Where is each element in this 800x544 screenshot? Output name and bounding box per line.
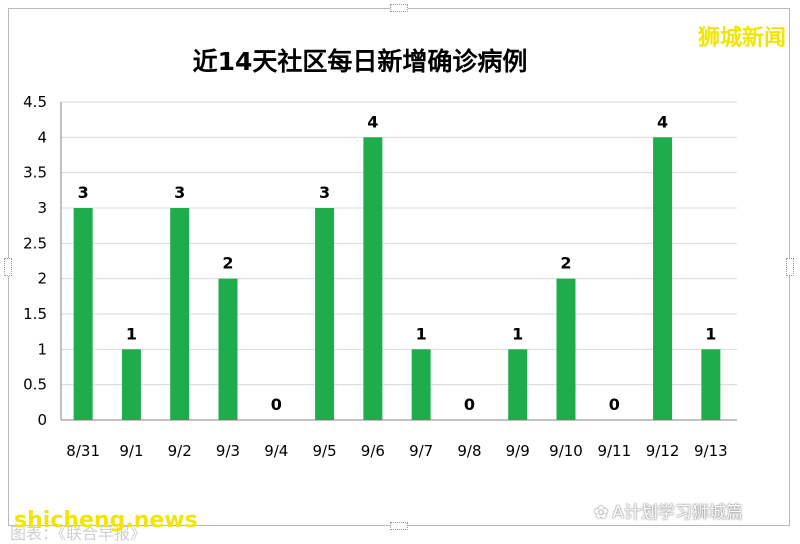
bar — [556, 278, 576, 420]
site-watermark: shicheng.news — [14, 508, 198, 533]
x-tick-label: 9/5 — [313, 442, 337, 460]
chart-title: 近14天社区每日新增确诊病例 — [192, 47, 528, 76]
resize-handle-bottom[interactable] — [390, 522, 408, 530]
data-label: 2 — [560, 254, 571, 273]
y-tick-label: 2.5 — [23, 234, 47, 252]
data-label: 4 — [367, 112, 378, 131]
x-tick-label: 9/12 — [646, 442, 680, 460]
x-tick-label: 9/11 — [597, 442, 631, 460]
x-tick-label: 9/4 — [264, 442, 288, 460]
bar — [653, 137, 673, 421]
y-tick-label: 0 — [37, 411, 47, 429]
data-label: 0 — [464, 395, 475, 414]
bar — [170, 208, 190, 420]
bar — [315, 208, 335, 420]
brand-watermark: 狮城新闻 — [697, 26, 786, 51]
y-tick-label: 1.5 — [23, 305, 47, 323]
x-tick-label: 9/13 — [694, 442, 728, 460]
data-label: 4 — [657, 112, 668, 131]
x-tick-label: 9/10 — [549, 442, 583, 460]
x-tick-label: 9/9 — [506, 442, 530, 460]
bar — [121, 349, 141, 420]
data-label: 1 — [512, 324, 523, 343]
x-tick-label: 9/8 — [457, 442, 481, 460]
bar — [508, 349, 528, 420]
data-label: 2 — [222, 254, 233, 273]
data-label: 3 — [319, 183, 330, 202]
y-tick-label: 0.5 — [23, 376, 47, 394]
data-label: 1 — [126, 324, 137, 343]
resize-handle-left[interactable] — [4, 258, 12, 276]
x-tick-label: 9/2 — [168, 442, 192, 460]
x-tick-label: 9/6 — [361, 442, 385, 460]
y-tick-label: 3 — [37, 199, 47, 217]
bar — [218, 278, 238, 420]
data-label: 0 — [609, 395, 620, 414]
data-label: 0 — [271, 395, 282, 414]
y-tick-label: 4 — [37, 128, 47, 146]
wechat-icon: ✿ — [594, 503, 609, 523]
y-tick-label: 1 — [37, 340, 47, 358]
x-tick-label: 8/31 — [66, 442, 100, 460]
y-tick-label: 2 — [37, 270, 47, 288]
data-label: 1 — [416, 324, 427, 343]
data-label: 3 — [174, 183, 185, 202]
resize-handle-top[interactable] — [390, 4, 408, 12]
x-tick-label: 9/3 — [216, 442, 240, 460]
bar — [411, 349, 431, 420]
x-tick-label: 9/7 — [409, 442, 433, 460]
footer-note: 图表：《联合早报》 — [10, 524, 147, 543]
data-label: 1 — [705, 324, 716, 343]
bar — [363, 137, 383, 421]
y-tick-label: 3.5 — [23, 164, 47, 182]
source-label: A计划学习狮城篇 — [612, 503, 743, 523]
bar — [701, 349, 721, 420]
x-tick-label: 9/1 — [119, 442, 143, 460]
resize-handle-right[interactable] — [786, 258, 794, 276]
y-tick-label: 4.5 — [23, 93, 47, 111]
source-watermark: ✿ A计划学习狮城篇 — [594, 498, 743, 523]
bar — [73, 208, 93, 420]
data-label: 3 — [78, 183, 89, 202]
